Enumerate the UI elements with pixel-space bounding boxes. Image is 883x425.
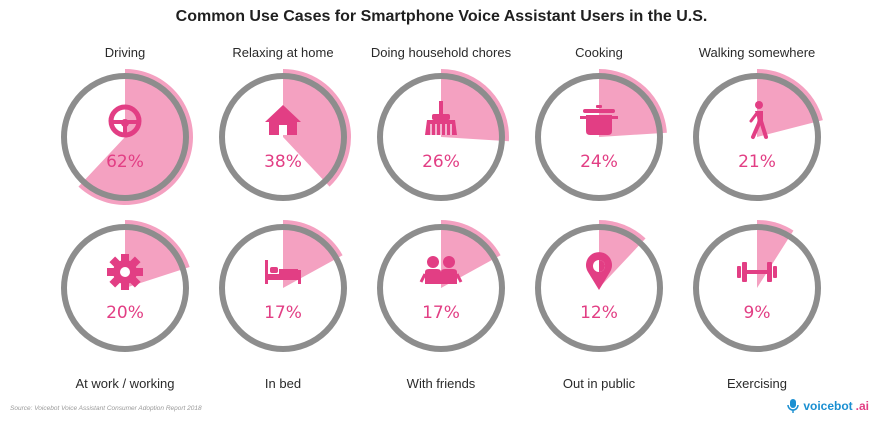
gauge-ring [219, 224, 347, 352]
dumbbell-icon [737, 262, 777, 282]
use-case-gauge: 62% [61, 69, 193, 205]
percent-label: 24% [580, 152, 618, 172]
house-icon [265, 105, 301, 135]
percent-label: 21% [738, 152, 776, 172]
gauge-ring [377, 224, 505, 352]
use-case-gauge: 20% [61, 220, 190, 352]
brand-name: voicebot [803, 399, 853, 413]
percent-label: 20% [106, 303, 144, 323]
use-case-label: Relaxing at home [232, 45, 334, 60]
gear-icon [107, 254, 143, 290]
use-case-gauge: 24% [535, 69, 667, 201]
bed-icon [265, 260, 301, 284]
gauge-ring [61, 224, 189, 352]
use-case-gauge: 17% [219, 220, 347, 352]
friends-icon [419, 256, 463, 284]
use-case-gauge: 17% [377, 220, 505, 352]
brand-suffix: .ai [855, 399, 869, 413]
cooking-pot-icon [580, 105, 618, 135]
percent-label: 17% [422, 303, 460, 323]
value-wedge [78, 69, 193, 205]
use-case-gauge: 38% [219, 69, 352, 201]
value-wedge [599, 69, 667, 137]
gauge-ring [61, 73, 189, 201]
use-case-gauge: 9% [693, 220, 821, 352]
percent-label: 62% [106, 152, 144, 172]
chart-title: Common Use Cases for Smartphone Voice As… [175, 8, 708, 25]
microphone-icon [787, 399, 800, 413]
percent-label: 38% [264, 152, 302, 172]
use-case-label: Cooking [575, 45, 623, 60]
steering-wheel-icon [108, 104, 142, 138]
gauge-ring [693, 224, 821, 352]
gauge-ring [535, 73, 663, 201]
value-wedge [441, 69, 510, 142]
value-wedge [757, 69, 823, 137]
percent-label: 9% [744, 303, 771, 323]
use-case-label: Doing household chores [370, 45, 512, 60]
walking-person-icon [749, 101, 768, 139]
use-case-label: With friends [406, 376, 476, 391]
use-case-gauge: 12% [535, 220, 663, 352]
use-case-label: At work / working [75, 376, 175, 391]
percent-label: 17% [264, 303, 302, 323]
brand-logo: voicebot .ai [786, 398, 869, 414]
percent-label: 26% [422, 152, 460, 172]
use-case-label: Walking somewhere [698, 45, 816, 60]
source-note: Source: Voicebot Voice Assistant Consume… [10, 405, 202, 412]
use-case-label: In bed [264, 376, 302, 391]
use-case-gauge: 21% [693, 69, 823, 201]
gauge-ring [219, 73, 347, 201]
use-case-label: Driving [104, 45, 146, 60]
use-case-label: Exercising [727, 376, 787, 391]
gauge-ring [535, 224, 663, 352]
gauge-ring [693, 73, 821, 201]
percent-label: 12% [580, 303, 618, 323]
broom-icon [425, 101, 457, 135]
use-case-gauge: 26% [377, 69, 510, 201]
map-pin-icon [586, 252, 612, 290]
gauge-ring [377, 73, 505, 201]
use-case-label: Out in public [562, 376, 636, 391]
